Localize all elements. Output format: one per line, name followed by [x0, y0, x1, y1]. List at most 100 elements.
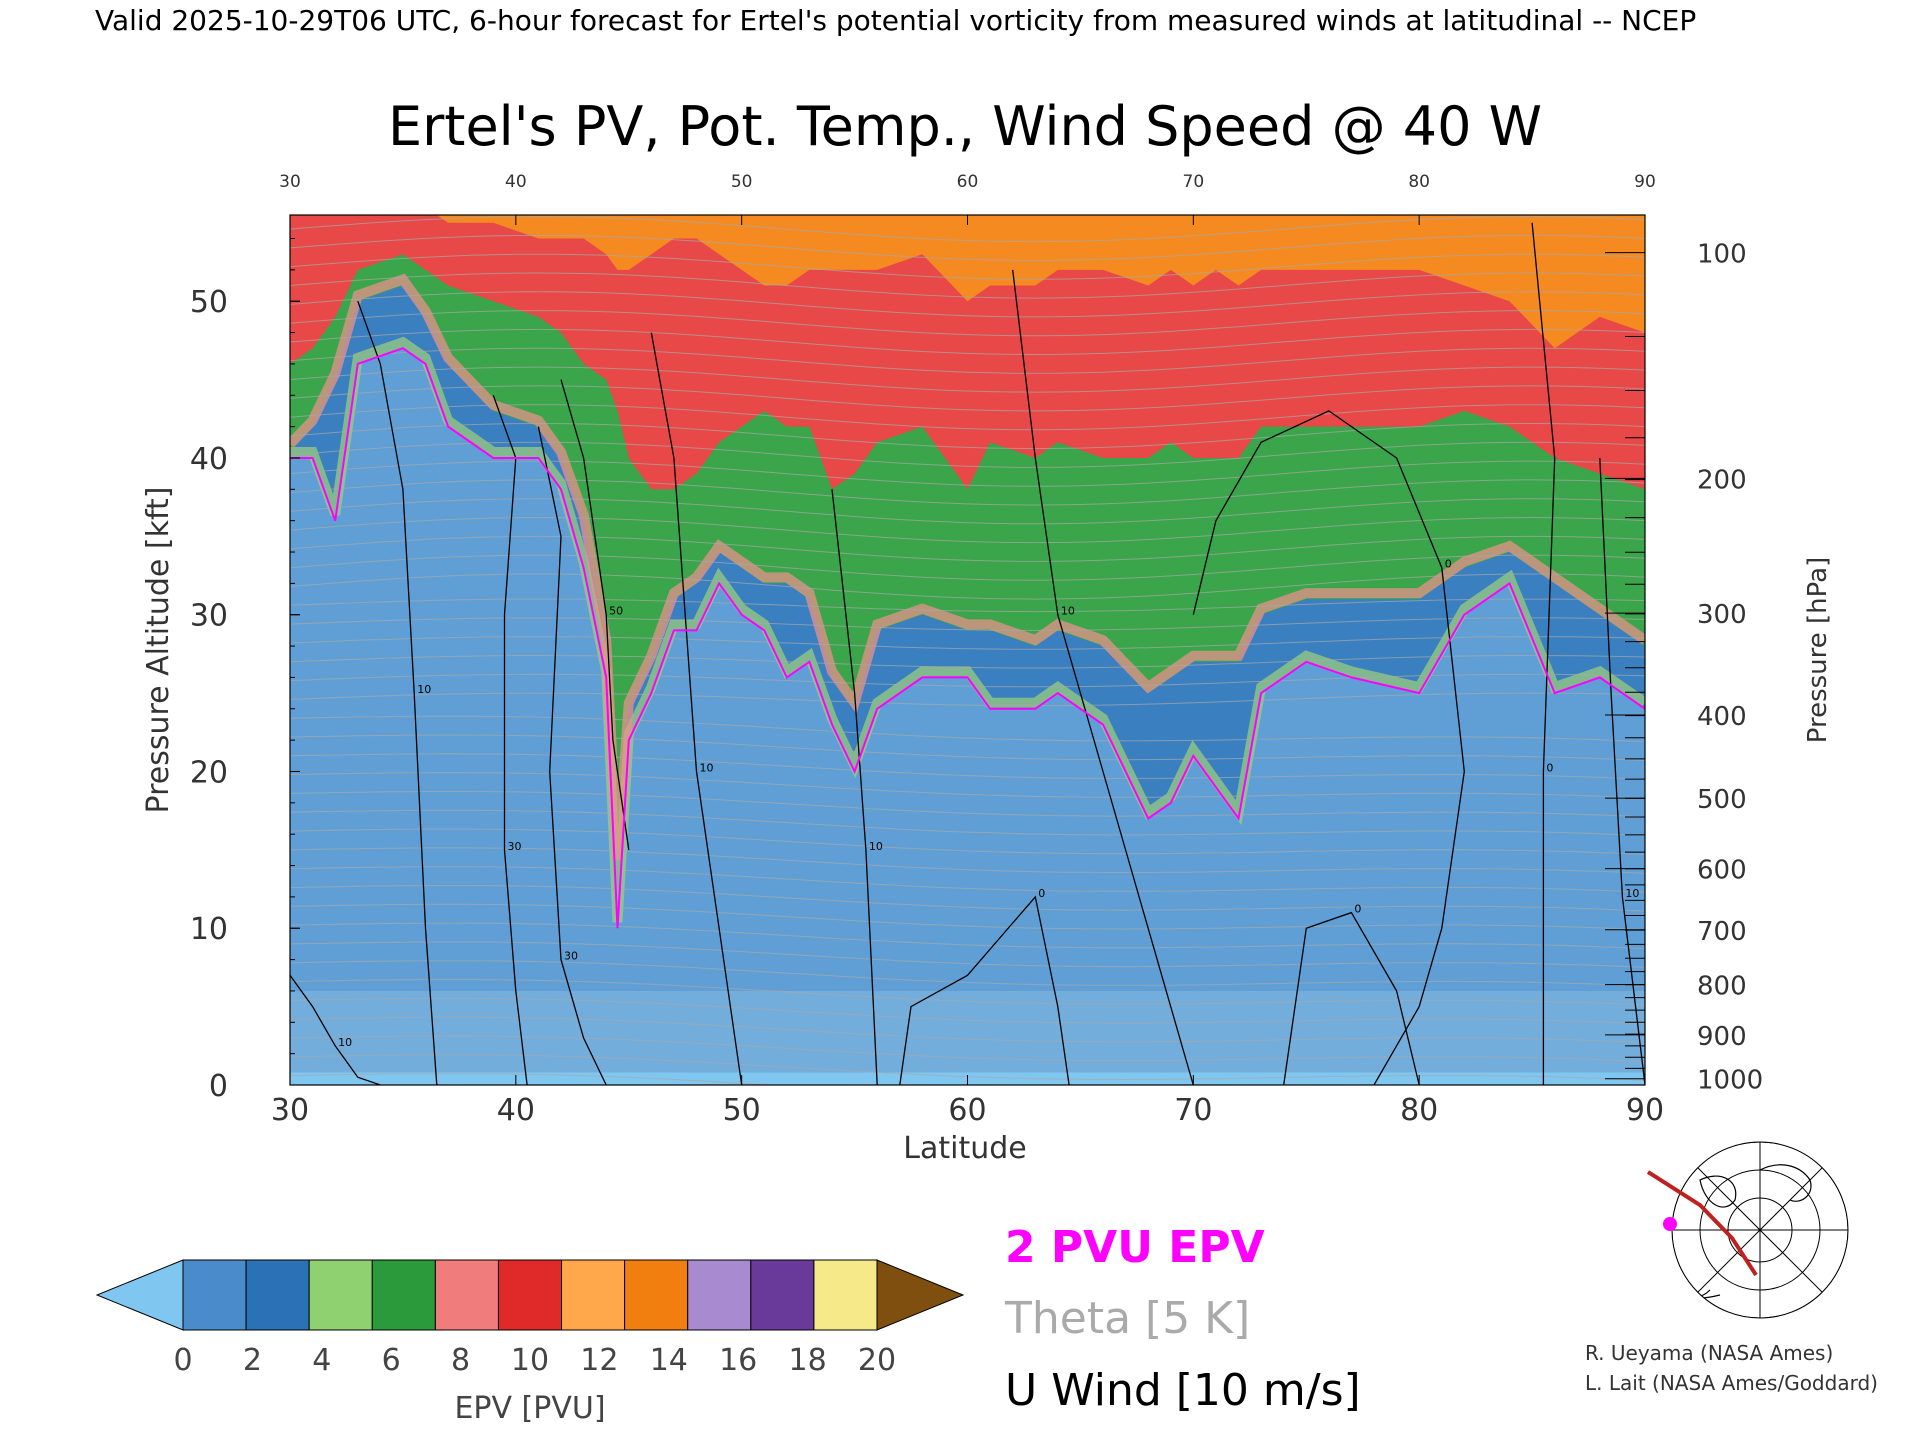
- chart-title: Ertel's PV, Pot. Temp., Wind Speed @ 40 …: [388, 95, 1542, 158]
- theta-contour: [290, 617, 1645, 631]
- theta-contour: [290, 498, 1645, 525]
- epv-band-14-plus: [436, 215, 1645, 349]
- u-wind-contour-label: 0: [1354, 903, 1361, 916]
- theta-contour: [290, 598, 1645, 613]
- colorbar: 0 2 4 6 8 10 12 14 16 18 20: [95, 1259, 965, 1378]
- inset-map: [1545, 1141, 1849, 1319]
- theta-contour: [290, 772, 1645, 799]
- theta-contour: [290, 828, 1645, 855]
- theta-contour: [290, 941, 1645, 968]
- x-tick-label: 50: [723, 1093, 761, 1128]
- u-wind-contour: [899, 895, 1070, 1085]
- theta-contour: [290, 366, 1645, 393]
- colorbar-swatch: [497, 1259, 563, 1331]
- pressure-tick-label: 1000: [1697, 1066, 1763, 1096]
- pressure-tick-label: 400: [1697, 702, 1747, 732]
- x-tick-label: 70: [1174, 1093, 1212, 1128]
- theta-contour: [290, 291, 1645, 318]
- colorbar-over-arrow: [876, 1259, 965, 1331]
- colorbar-swatch: [750, 1259, 815, 1331]
- credit-line-1: R. Ueyama (NASA Ames): [1585, 1341, 1833, 1365]
- theta-contour: [290, 573, 1645, 600]
- legend-theta: Theta [5 K]: [1004, 1293, 1250, 1344]
- theta-contour: [290, 809, 1645, 837]
- theta-contour: [290, 385, 1645, 412]
- pv2-contour: [290, 347, 1645, 929]
- y-tick-label: 0: [209, 1069, 228, 1104]
- theta-contour: [290, 847, 1645, 874]
- u-wind-contour-label: 10: [417, 683, 431, 696]
- epv-band-edge: [290, 336, 1645, 923]
- theta-contour: [290, 253, 1645, 280]
- colorbar-swatch: [561, 1259, 626, 1331]
- theta-contour: [290, 272, 1645, 299]
- u-wind-contour-label: 10: [1625, 887, 1639, 900]
- pressure-tick-label: 600: [1697, 856, 1747, 886]
- y-tick-label: 10: [190, 912, 228, 947]
- y2-axis-label: Pressure [hPa]: [1803, 557, 1833, 744]
- theta-contour: [290, 922, 1645, 950]
- colorbar-swatch: [434, 1259, 499, 1331]
- inset-track: [1646, 1170, 1758, 1277]
- theta-contour: [290, 404, 1645, 431]
- colorbar-tick-label: 18: [789, 1343, 827, 1378]
- top-tick-label: 60: [957, 172, 979, 192]
- theta-contour: [290, 516, 1645, 544]
- pressure-tick-label: 200: [1697, 465, 1747, 495]
- colorbar-tick-label: 20: [858, 1343, 896, 1378]
- u-wind-contour-label: 10: [1061, 605, 1075, 618]
- theta-contour: [290, 636, 1645, 650]
- u-wind-contour-label: 30: [564, 950, 578, 963]
- top-tick-label: 40: [505, 172, 527, 192]
- y-tick-label: 40: [190, 442, 228, 477]
- colorbar-tick-label: 12: [580, 1343, 618, 1378]
- u-wind-contour-label: 10: [338, 1036, 352, 1049]
- pressure-tick-label: 500: [1697, 785, 1747, 815]
- theta-contour: [290, 1016, 1645, 1044]
- colorbar-tick-label: 4: [312, 1343, 331, 1378]
- y-tick-label: 50: [190, 285, 228, 320]
- x-tick-label: 90: [1626, 1093, 1664, 1128]
- inset-marker: [1663, 1217, 1677, 1231]
- colorbar-tick-label: 0: [173, 1343, 192, 1378]
- theta-contour: [290, 715, 1645, 743]
- u-wind-contour: [1531, 222, 1556, 1085]
- colorbar-swatch: [308, 1259, 373, 1331]
- valid-line: Valid 2025-10-29T06 UTC, 6-hour forecast…: [95, 4, 1696, 37]
- axes: 3030404050506060707080809090010203040501…: [190, 172, 1763, 1128]
- theta-contour: [290, 347, 1645, 374]
- u-wind-contour-label: 0: [1445, 558, 1452, 571]
- u-wind-contour: [357, 300, 438, 1085]
- u-wind-contour-label: 0: [1546, 761, 1553, 774]
- y-axis-label: Pressure Altitude [kft]: [141, 487, 176, 814]
- theta-contour: [290, 866, 1645, 893]
- u-wind-contour: [1283, 911, 1420, 1085]
- top-tick-label: 30: [279, 172, 301, 192]
- u-wind-contour-label: 50: [609, 605, 623, 618]
- colorbar-swatch: [813, 1259, 878, 1331]
- theta-contour: [290, 479, 1645, 506]
- u-wind-contour: [560, 379, 630, 850]
- pv2-contour-layer: [290, 347, 1645, 929]
- theta-contour: [290, 753, 1645, 780]
- colorbar-under-arrow: [95, 1259, 184, 1331]
- u-wind-contour: [537, 426, 607, 1085]
- colorbar-tick-label: 16: [719, 1343, 757, 1378]
- theta-contour: [290, 979, 1645, 1006]
- epv-fill-layer: [290, 215, 1645, 1085]
- u-wind-contour-label: 30: [508, 840, 522, 853]
- theta-contour: [290, 790, 1645, 818]
- theta-contour-layer: [290, 216, 1645, 1085]
- y-tick-label: 30: [190, 599, 228, 634]
- theta-contour: [290, 328, 1645, 356]
- theta-contour: [290, 554, 1645, 581]
- top-tick-label: 80: [1408, 172, 1430, 192]
- pressure-tick-label: 300: [1697, 600, 1747, 630]
- colorbar-swatch: [624, 1259, 689, 1331]
- theta-contour: [290, 1035, 1645, 1062]
- theta-contour: [290, 903, 1645, 931]
- u-wind-contour-label: 10: [869, 840, 883, 853]
- x-tick-label: 80: [1400, 1093, 1438, 1128]
- legend-wind: U Wind [10 m/s]: [1005, 1365, 1361, 1416]
